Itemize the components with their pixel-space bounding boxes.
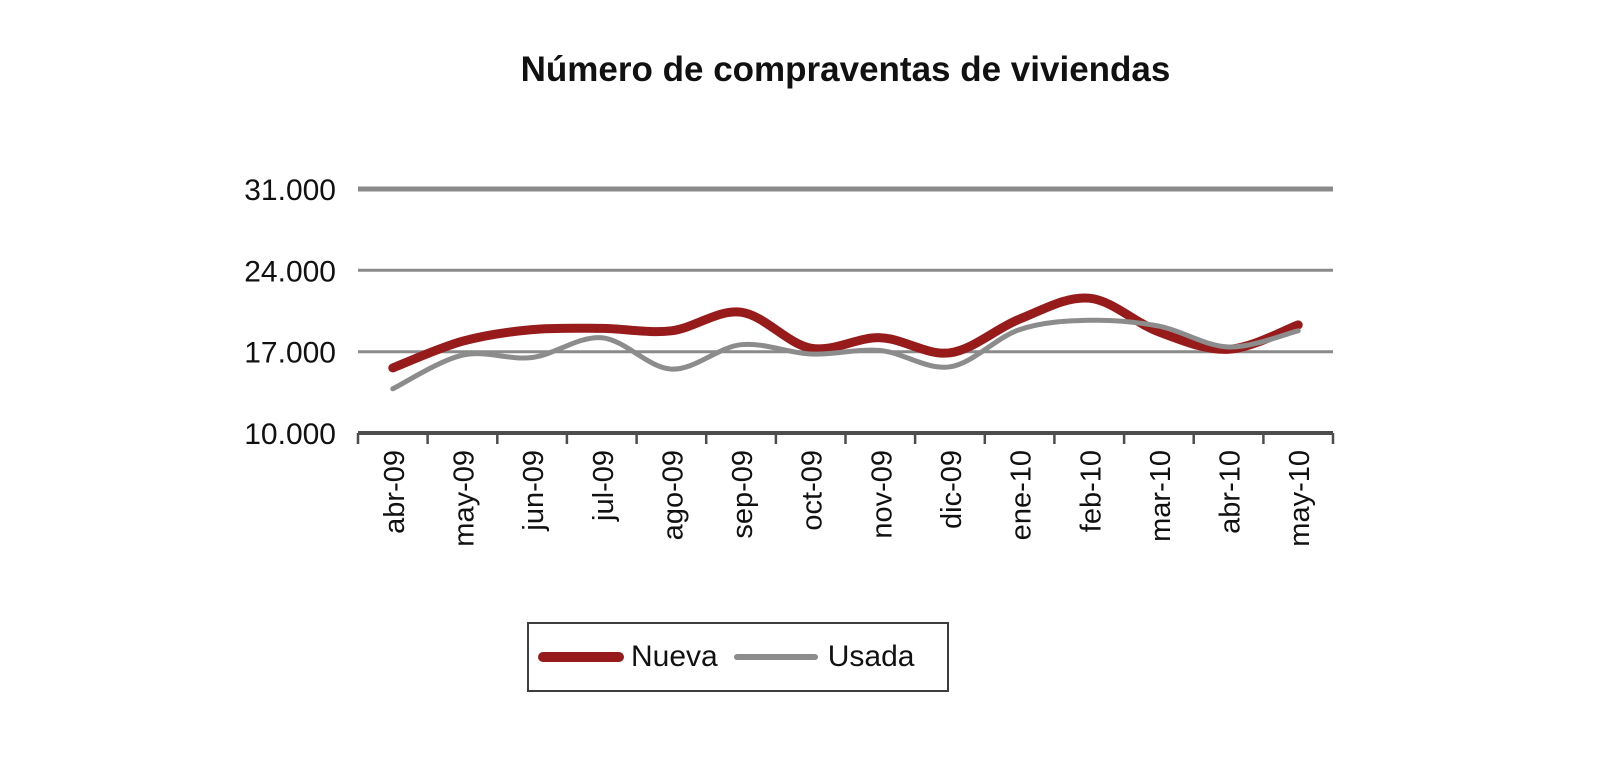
x-axis-label: jul-09 <box>588 450 620 522</box>
chart-title: Número de compraventas de viviendas <box>520 50 1171 89</box>
x-axis-label: jun-09 <box>518 450 550 532</box>
x-axis-label: dic-09 <box>936 450 968 529</box>
y-axis-label: 31.000 <box>244 174 336 207</box>
y-axis-label: 17.000 <box>244 337 336 370</box>
legend-label-nueva: Nueva <box>631 640 718 673</box>
x-axis-label: may-10 <box>1284 450 1316 547</box>
x-axis-label: abr-10 <box>1215 450 1247 534</box>
legend: Nueva Usada <box>527 622 949 692</box>
series-line-nueva <box>388 293 1303 373</box>
x-axis-label: sep-09 <box>727 450 759 539</box>
usada-line-swatch <box>733 654 818 660</box>
x-axis-label: abr-09 <box>379 450 411 534</box>
x-axis-label: ago-09 <box>657 450 689 540</box>
x-axis-label: may-09 <box>449 450 481 547</box>
y-axis-label: 24.000 <box>244 255 336 288</box>
series-line-usada <box>390 317 1301 392</box>
x-axis-label: ene-10 <box>1006 450 1038 540</box>
x-axis-label: nov-09 <box>866 450 898 539</box>
x-axis-label: feb-10 <box>1075 450 1107 532</box>
x-axis-label: oct-09 <box>797 450 829 531</box>
x-axis-label: mar-10 <box>1145 450 1177 542</box>
nueva-line-swatch <box>538 652 624 662</box>
y-axis-label: 10.000 <box>244 418 336 451</box>
legend-label-usada: Usada <box>827 640 915 673</box>
